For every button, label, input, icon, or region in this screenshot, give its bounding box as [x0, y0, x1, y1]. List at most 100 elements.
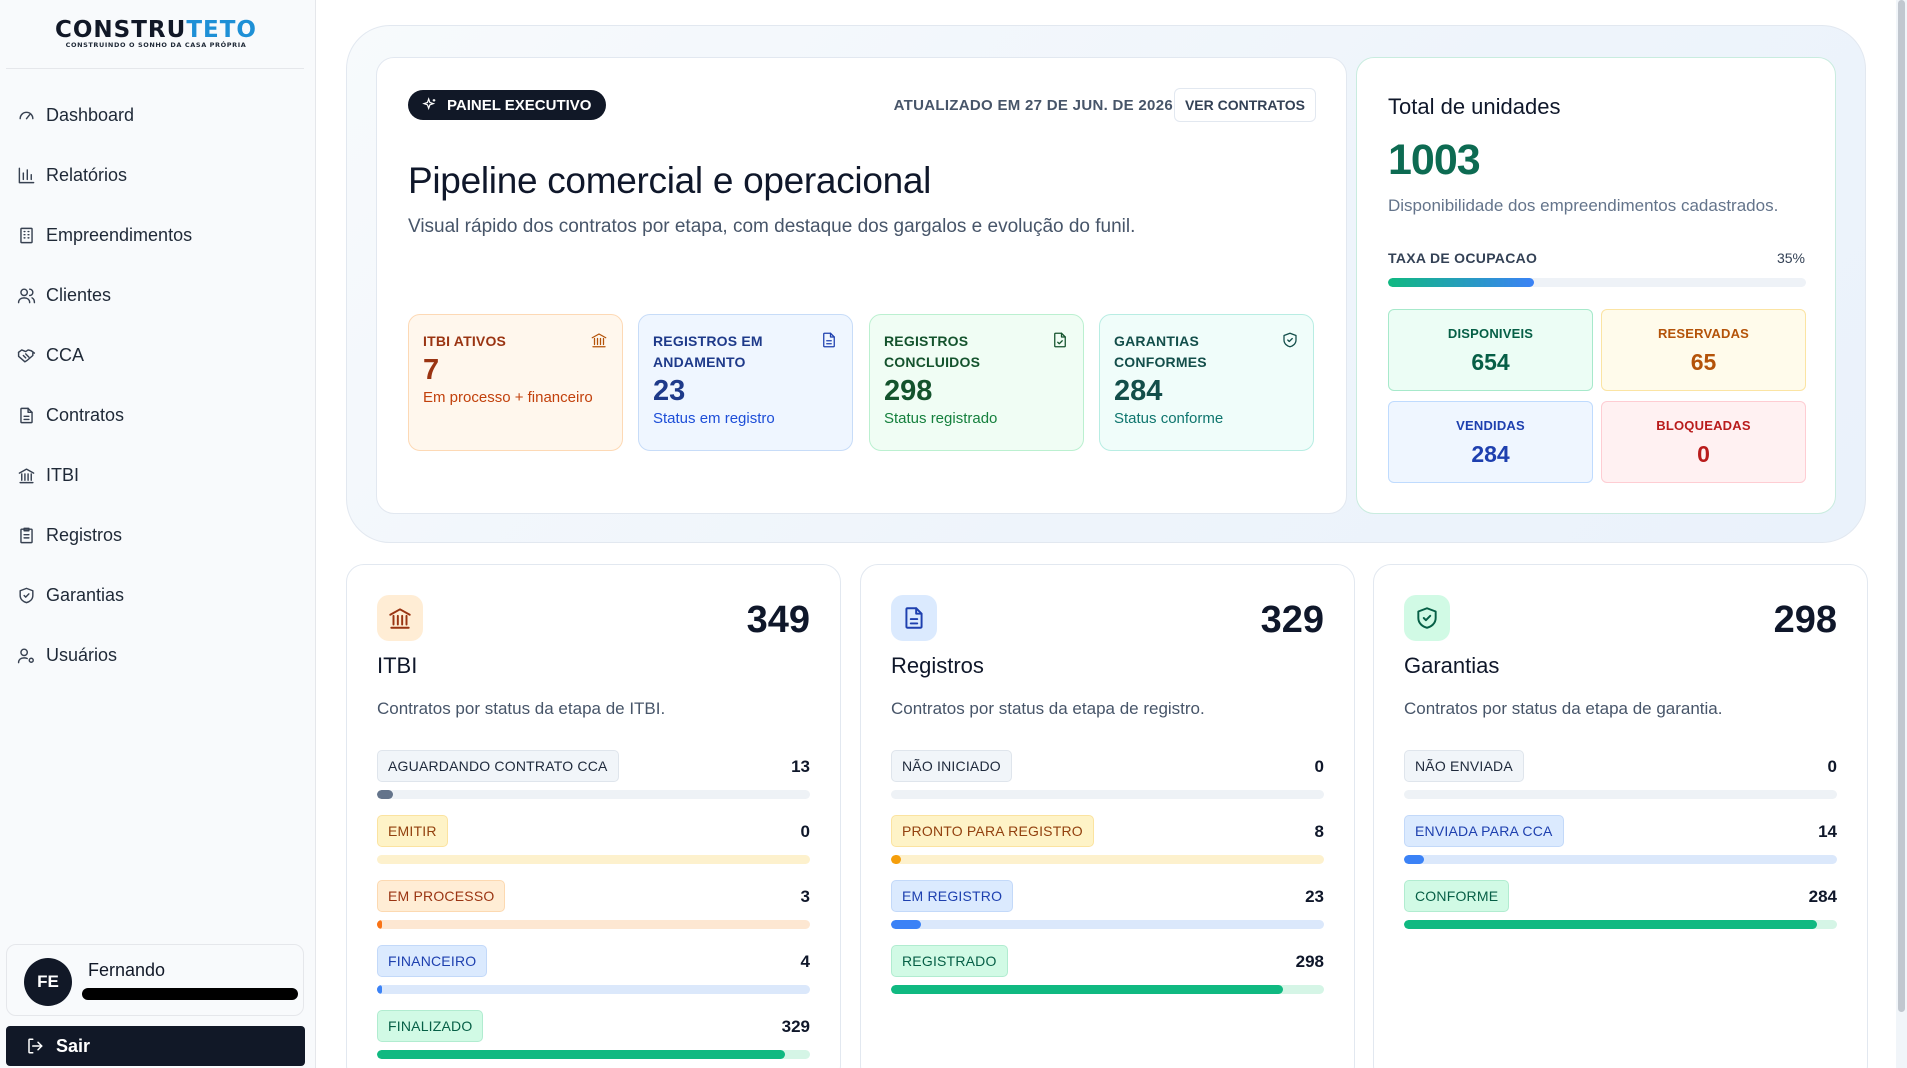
- user-email-redacted: [82, 988, 298, 1000]
- brand-name-part2: TETO: [186, 17, 257, 43]
- status-row[interactable]: EMITIR 0: [377, 815, 810, 875]
- status-row[interactable]: EM PROCESSO 3: [377, 880, 810, 940]
- kpi-card-registros-andamento[interactable]: REGISTROS EM ANDAMENTO 23 Status em regi…: [638, 314, 853, 451]
- kpi-label: REGISTROS CONCLUIDOS: [884, 333, 981, 370]
- building-icon: [16, 225, 36, 245]
- status-count: 0: [1827, 757, 1837, 776]
- stage-description: Contratos por status da etapa de ITBI.: [377, 699, 666, 718]
- sidebar-item-label: CCA: [46, 344, 85, 365]
- user-card[interactable]: FE Fernando: [6, 944, 304, 1016]
- status-count: 4: [800, 952, 810, 971]
- logout-icon: [28, 1038, 43, 1054]
- occupancy-percent: 35%: [1776, 250, 1805, 266]
- kpi-card-itbi[interactable]: ITBI ATIVOS 7 Em processo + financeiro: [408, 314, 623, 451]
- sidebar-item-registros[interactable]: Registros: [0, 505, 316, 565]
- status-row[interactable]: EM REGISTRO 23: [891, 880, 1324, 940]
- units-title: Total de unidades: [1388, 94, 1561, 119]
- status-progress: [1404, 790, 1837, 799]
- sidebar-item-clientes[interactable]: Clientes: [0, 265, 316, 325]
- status-row[interactable]: AGUARDANDO CONTRATO CCA 13: [377, 750, 810, 810]
- stage-title: Garantias: [1404, 653, 1500, 678]
- kpi-label: REGISTROS EM ANDAMENTO: [653, 333, 763, 370]
- page-scrollbar[interactable]: [1896, 0, 1907, 1068]
- status-count: 8: [1314, 822, 1324, 841]
- status-row[interactable]: FINALIZADO 329: [377, 1010, 810, 1068]
- executive-badge: PAINEL EXECUTIVO: [408, 90, 607, 120]
- stage-total: 329: [1260, 599, 1324, 641]
- logout-button[interactable]: Sair: [6, 1026, 305, 1066]
- status-row[interactable]: CONFORME 284: [1404, 880, 1837, 940]
- kpi-value: 284: [1114, 375, 1163, 407]
- status-progress: [377, 920, 810, 929]
- sidebar-item-usuarios[interactable]: Usuários: [0, 625, 316, 685]
- status-progress: [1404, 920, 1837, 929]
- stage-title: Registros: [891, 653, 984, 678]
- divider: [6, 68, 304, 69]
- stage-total: 349: [746, 599, 810, 641]
- status-pill: NÃO INICIADO: [891, 750, 1012, 782]
- status-pill: REGISTRADO: [891, 945, 1008, 977]
- brand-logo[interactable]: CONSTRUTETO CONSTRUINDO O SONHO DA CASA …: [48, 17, 264, 49]
- view-contracts-button[interactable]: VER CONTRATOS: [1173, 88, 1316, 122]
- sidebar-item-relatorios[interactable]: Relatórios: [0, 145, 316, 205]
- file-text-icon: [891, 595, 937, 641]
- status-row[interactable]: NÃO INICIADO 0: [891, 750, 1324, 810]
- kpi-card-garantias-conformes[interactable]: GARANTIAS CONFORMES 284 Status conforme: [1099, 314, 1314, 451]
- status-progress: [377, 1050, 810, 1059]
- sidebar-item-label: Registros: [46, 524, 123, 545]
- status-pill: NÃO ENVIADA: [1404, 750, 1524, 782]
- status-pill: FINALIZADO: [377, 1010, 484, 1042]
- brand-tagline: CONSTRUINDO O SONHO DA CASA PRÓPRIA: [65, 41, 247, 49]
- stage-card-itbi: 349 ITBI Contratos por status da etapa d…: [346, 564, 841, 1068]
- status-progress-fill: [1404, 855, 1425, 864]
- status-count: 14: [1818, 822, 1837, 841]
- stage-description: Contratos por status da etapa de registr…: [891, 699, 1205, 718]
- kpi-caption: Status registrado: [884, 410, 998, 427]
- clipboard-icon: [16, 525, 36, 545]
- sidebar-item-garantias[interactable]: Garantias: [0, 565, 316, 625]
- sidebar-item-contratos[interactable]: Contratos: [0, 385, 316, 445]
- status-row[interactable]: FINANCEIRO 4: [377, 945, 810, 1005]
- units-sold[interactable]: VENDIDAS 284: [1388, 401, 1593, 483]
- stage-description: Contratos por status da etapa de garanti…: [1404, 699, 1723, 718]
- sidebar-item-empreendimentos[interactable]: Empreendimentos: [0, 205, 316, 265]
- status-count: 298: [1295, 952, 1324, 971]
- sidebar-item-dashboard[interactable]: Dashboard: [0, 85, 316, 145]
- shield-check-icon: [16, 585, 36, 605]
- sidebar-item-label: Contratos: [46, 404, 125, 425]
- sidebar-item-label: Dashboard: [46, 104, 135, 125]
- status-progress: [891, 985, 1324, 994]
- page-title: Pipeline comercial e operacional: [408, 160, 932, 201]
- sidebar-item-itbi[interactable]: ITBI: [0, 445, 316, 505]
- kpi-caption: Em processo + financeiro: [423, 389, 593, 406]
- status-row[interactable]: NÃO ENVIADA 0: [1404, 750, 1837, 810]
- kpi-value: 7: [423, 354, 440, 386]
- file-text-icon: [820, 331, 838, 349]
- status-row[interactable]: ENVIADA PARA CCA 14: [1404, 815, 1837, 875]
- sidebar: CONSTRUTETO CONSTRUINDO O SONHO DA CASA …: [0, 0, 316, 1068]
- executive-badge-label: PAINEL EXECUTIVO: [447, 96, 592, 114]
- sidebar-item-label: Relatórios: [46, 164, 128, 185]
- stage-title: ITBI: [377, 653, 418, 678]
- shield-check-icon: [1281, 331, 1299, 349]
- scrollbar-thumb[interactable]: [1898, 0, 1905, 1012]
- status-pill: ENVIADA PARA CCA: [1404, 815, 1564, 847]
- sidebar-item-cca[interactable]: CCA: [0, 325, 316, 385]
- status-progress-fill: [891, 855, 902, 864]
- status-count: 23: [1305, 887, 1324, 906]
- units-box-label: VENDIDAS: [1456, 418, 1525, 433]
- kpi-card-registros-concluidos[interactable]: REGISTROS CONCLUIDOS 298 Status registra…: [869, 314, 1084, 451]
- units-available[interactable]: DISPONIVEIS 654: [1388, 309, 1593, 391]
- units-box-label: BLOQUEADAS: [1656, 418, 1751, 433]
- units-blocked[interactable]: BLOQUEADAS 0: [1601, 401, 1806, 483]
- brand-name-part1: CONSTRU: [55, 17, 187, 43]
- status-progress: [377, 985, 810, 994]
- status-row[interactable]: PRONTO PARA REGISTRO 8: [891, 815, 1324, 875]
- status-pill: EMITIR: [377, 815, 448, 847]
- units-reserved[interactable]: RESERVADAS 65: [1601, 309, 1806, 391]
- stage-card-garantias: 298 Garantias Contratos por status da et…: [1373, 564, 1868, 1068]
- status-row[interactable]: REGISTRADO 298: [891, 945, 1324, 1005]
- sidebar-item-label: Clientes: [46, 284, 112, 305]
- status-progress-fill: [1404, 920, 1817, 929]
- bar-chart-icon: [16, 165, 36, 185]
